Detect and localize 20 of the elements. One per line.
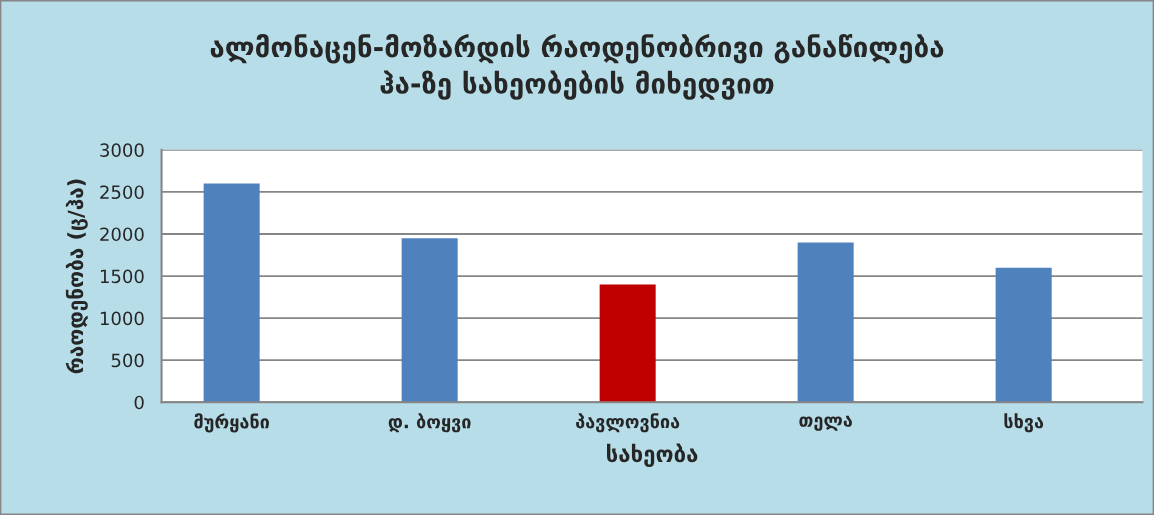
x-tick-label: დ. ბოყვი xyxy=(388,413,471,433)
y-tick-label: 0 xyxy=(134,395,144,410)
bar xyxy=(797,242,854,403)
y-tick-label: 1000 xyxy=(100,311,144,326)
y-tick-label: 3000 xyxy=(100,143,144,157)
y-axis-title: რაოდენობა (ც/ჰა) xyxy=(65,179,88,374)
bar xyxy=(995,267,1052,403)
x-tick-label: სხვა xyxy=(1004,413,1044,433)
bar xyxy=(203,183,260,403)
chart-title: ალმონაცენ-მოზარდის რაოდენობრივი განაწილება ჰა-ზე სახეობების მიხედვით xyxy=(210,34,944,100)
x-tick-label: თელა xyxy=(799,415,852,431)
y-tick-label: 2000 xyxy=(100,227,144,242)
bar xyxy=(401,238,458,403)
y-tick-label: 500 xyxy=(111,353,144,368)
y-tick-label: 2500 xyxy=(100,185,144,200)
x-axis-title: სახეობა xyxy=(607,443,698,468)
bar xyxy=(599,284,656,403)
x-tick-label: პავლოვნია xyxy=(576,413,680,433)
x-tick-label: მურყანი xyxy=(194,413,269,433)
y-tick-label: 1500 xyxy=(100,269,144,284)
